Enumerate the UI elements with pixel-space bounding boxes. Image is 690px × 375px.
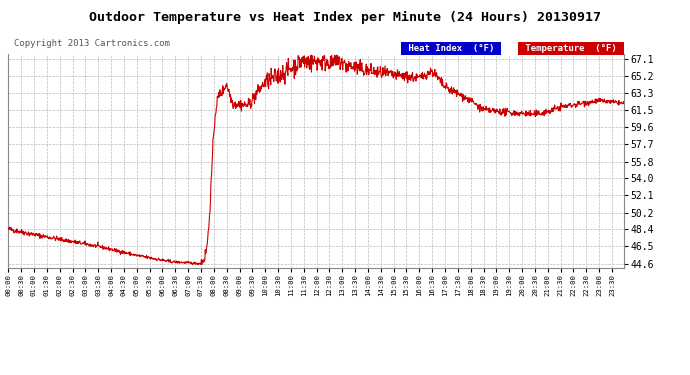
Text: Heat Index  (°F): Heat Index (°F) [403, 44, 500, 53]
Text: Temperature  (°F): Temperature (°F) [520, 44, 622, 53]
Text: Outdoor Temperature vs Heat Index per Minute (24 Hours) 20130917: Outdoor Temperature vs Heat Index per Mi… [89, 11, 601, 24]
Text: Copyright 2013 Cartronics.com: Copyright 2013 Cartronics.com [14, 39, 170, 48]
